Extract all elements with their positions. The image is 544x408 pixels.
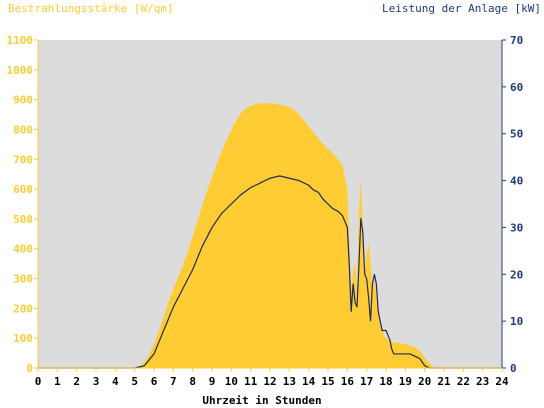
x-tick-label: 15 bbox=[321, 375, 334, 388]
right-tick-label: 30 bbox=[510, 221, 523, 234]
right-tick-label: 0 bbox=[510, 362, 517, 375]
power-line bbox=[38, 175, 502, 369]
x-tick-label: 16 bbox=[341, 375, 355, 388]
left-tick-label: 600 bbox=[13, 183, 33, 196]
left-tick-label: 1000 bbox=[7, 64, 34, 77]
x-tick-label: 13 bbox=[283, 375, 296, 388]
right-tick-label: 70 bbox=[510, 34, 523, 47]
x-tick-label: 1 bbox=[54, 375, 61, 388]
left-tick-label: 400 bbox=[13, 243, 33, 256]
left-tick-label: 100 bbox=[13, 332, 33, 345]
x-tick-label: 2 bbox=[73, 375, 80, 388]
x-tick-label: 20 bbox=[418, 375, 431, 388]
left-tick-label: 1100 bbox=[7, 34, 34, 47]
x-tick-label: 6 bbox=[151, 375, 158, 388]
right-tick-label: 60 bbox=[510, 81, 523, 94]
x-tick-label: 22 bbox=[457, 375, 470, 388]
right-tick-label: 50 bbox=[510, 128, 523, 141]
left-tick-labels: 0 100 200 300 400 500 600 700 800 900 1000 1100 bbox=[7, 34, 38, 375]
x-axis-title: Uhrzeit in Stunden bbox=[202, 394, 321, 407]
x-tick-label: 7 bbox=[170, 375, 177, 388]
x-tick-label: 18 bbox=[379, 375, 392, 388]
x-tick-label: 9 bbox=[209, 375, 216, 388]
x-tick-label: 23 bbox=[476, 375, 489, 388]
right-tick-label: 10 bbox=[510, 315, 523, 328]
x-tick-label: 10 bbox=[225, 375, 238, 388]
x-tick-label: 12 bbox=[263, 375, 276, 388]
x-tick-label: 11 bbox=[244, 375, 258, 388]
right-tick-label: 20 bbox=[510, 268, 523, 281]
left-tick-label: 900 bbox=[13, 94, 33, 107]
x-tick-label: 17 bbox=[360, 375, 373, 388]
left-tick-label: 700 bbox=[13, 153, 33, 166]
left-tick-label: 200 bbox=[13, 302, 33, 315]
x-tick-label: 21 bbox=[437, 375, 451, 388]
x-tick-label: 3 bbox=[93, 375, 100, 388]
x-tick-label: 0 bbox=[35, 375, 42, 388]
x-tick-label: 24 bbox=[495, 375, 509, 388]
x-tick-label: 8 bbox=[189, 375, 196, 388]
x-tick-label: 4 bbox=[112, 375, 119, 388]
irradiance-area bbox=[38, 103, 502, 369]
right-tick-labels: 0 10 20 30 40 50 60 70 bbox=[502, 34, 523, 375]
x-tick-label: 19 bbox=[399, 375, 412, 388]
x-tick-label: 5 bbox=[131, 375, 138, 388]
right-axis-title: Leistung der Anlage [kW] bbox=[382, 2, 541, 15]
x-tick-label: 14 bbox=[302, 375, 316, 388]
left-tick-label: 300 bbox=[13, 273, 33, 286]
left-tick-label: 0 bbox=[26, 362, 33, 375]
left-axis-title: Bestrahlungsstärke [W/qm] bbox=[8, 2, 174, 15]
left-tick-label: 800 bbox=[13, 123, 33, 136]
right-tick-label: 40 bbox=[510, 175, 523, 188]
x-tick-labels: 0 1 2 3 4 5 6 7 8 9 10 11 12 13 14 15 16 17 18 19 20 21 22 23 24 bbox=[35, 368, 509, 388]
left-tick-label: 500 bbox=[13, 213, 33, 226]
